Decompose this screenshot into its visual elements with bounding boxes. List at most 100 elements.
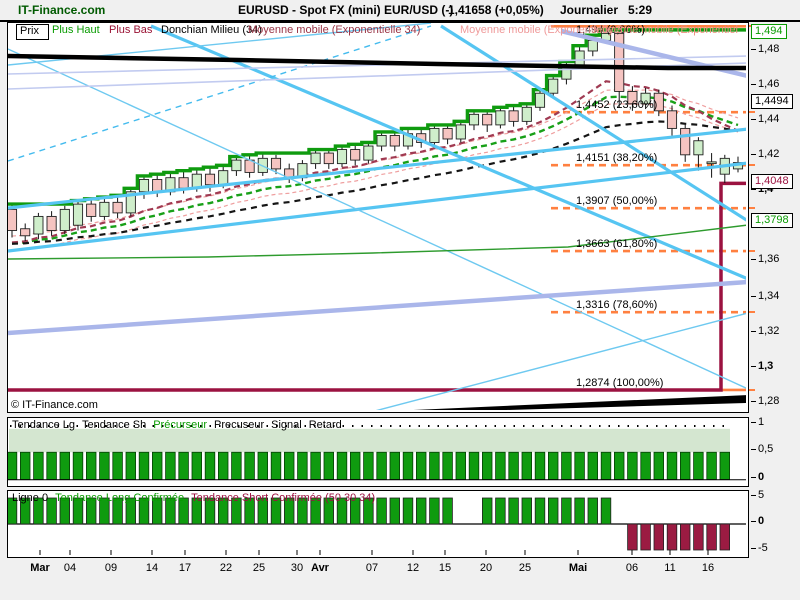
candle-body[interactable] <box>152 179 163 193</box>
trend-bar[interactable] <box>666 451 678 480</box>
trend-bar[interactable] <box>8 451 18 480</box>
brand-logo-text[interactable]: IT-Finance.com <box>18 3 106 17</box>
trend-bar[interactable] <box>495 451 506 480</box>
legend-item[interactable]: Tendance Sh <box>82 419 147 431</box>
time-axis[interactable]: Mar 04 09 14 17 22 25 30 Avr 07 12 15 20 25 Mai 06 11 16 <box>0 562 800 578</box>
candle-body[interactable] <box>138 179 150 193</box>
trend-bar[interactable] <box>231 451 242 480</box>
trend-line[interactable] <box>8 161 746 253</box>
legend-item[interactable]: Moyenne mobile (Exponentielle 34) <box>248 24 421 36</box>
trend-bar[interactable] <box>165 451 176 480</box>
legend-item[interactable]: Tendance Lg <box>12 419 75 431</box>
trend-bar[interactable] <box>508 451 519 480</box>
long-confirm-bar[interactable] <box>46 497 57 525</box>
annotation-line[interactable] <box>8 53 746 71</box>
long-confirm-bar[interactable] <box>33 497 44 525</box>
legend-item[interactable]: Signal <box>271 419 302 431</box>
long-confirm-bar[interactable] <box>521 497 533 525</box>
candle-body[interactable] <box>310 152 321 165</box>
long-confirm-bar[interactable] <box>125 497 137 525</box>
candle-body[interactable] <box>178 177 189 189</box>
candle-body[interactable] <box>640 92 651 105</box>
short-confirm-bar[interactable] <box>640 523 651 551</box>
candle-body[interactable] <box>389 135 400 147</box>
candle-body[interactable] <box>666 110 678 129</box>
long-confirm-bar[interactable] <box>178 497 189 525</box>
candle-body[interactable] <box>323 152 334 165</box>
trend-bar[interactable] <box>415 451 427 480</box>
trend-bar[interactable] <box>151 451 163 480</box>
long-confirm-bar[interactable] <box>59 497 71 525</box>
long-confirm-bar[interactable] <box>376 497 387 525</box>
candle-body[interactable] <box>59 208 70 231</box>
candle-body[interactable] <box>706 161 717 165</box>
legend-item[interactable]: Plus Haut <box>52 24 100 36</box>
candle-body[interactable] <box>587 39 598 52</box>
short-confirm-bar[interactable] <box>693 523 704 551</box>
candle-body[interactable] <box>231 159 242 172</box>
candle-body[interactable] <box>627 91 638 105</box>
trend-line[interactable] <box>8 279 746 336</box>
candle-body[interactable] <box>429 127 440 143</box>
legend-item[interactable]: Tendance Short Confirmée (50 30 34) <box>191 492 376 504</box>
candle-body[interactable] <box>455 124 466 140</box>
long-confirm-bar[interactable] <box>283 497 295 525</box>
long-confirm-bar[interactable] <box>429 497 440 525</box>
trend-bar[interactable] <box>521 451 533 480</box>
short-confirm-bar[interactable] <box>719 523 731 551</box>
trend-bar[interactable] <box>270 451 282 480</box>
candle-body[interactable] <box>363 145 374 161</box>
candle-body[interactable] <box>99 201 110 217</box>
candle-body[interactable] <box>482 113 493 126</box>
long-confirm-bar[interactable] <box>8 497 18 525</box>
trend-bar[interactable] <box>653 451 665 480</box>
trend-bar[interactable] <box>548 451 559 480</box>
long-confirm-bar[interactable] <box>508 497 519 525</box>
trend-bar[interactable] <box>587 451 599 480</box>
trend-bar[interactable] <box>46 451 57 480</box>
timeframe-label[interactable]: Journalier <box>560 3 619 17</box>
trend-bar[interactable] <box>125 451 137 480</box>
long-confirm-bar[interactable] <box>323 497 335 525</box>
long-confirm-bar[interactable] <box>548 497 559 525</box>
long-confirm-bar[interactable] <box>534 497 546 525</box>
long-confirm-bar[interactable] <box>561 497 572 525</box>
short-confirm-bar[interactable] <box>627 523 638 551</box>
candle-body[interactable] <box>204 173 216 186</box>
candle-body[interactable] <box>218 170 229 186</box>
trend-bar[interactable] <box>442 451 453 480</box>
trend-bar[interactable] <box>389 451 401 480</box>
trend-bar[interactable] <box>363 451 374 480</box>
long-confirm-bar[interactable] <box>349 497 361 525</box>
trend-bar[interactable] <box>244 451 255 480</box>
candle-body[interactable] <box>680 127 691 156</box>
candle-body[interactable] <box>442 127 453 140</box>
short-confirm-bar[interactable] <box>653 523 665 551</box>
legend-item[interactable]: Moyenne mobile (Exponentielle 3 <box>460 24 623 36</box>
annotation-line[interactable] <box>8 224 746 260</box>
long-confirm-bar[interactable] <box>402 497 414 525</box>
price-axis[interactable]: 1,48 1,46 1,44 1,42 1,4 1,36 1,34 1,32 1,3 1,28 1 0… <box>748 0 800 600</box>
legend-item[interactable]: Plus Bas <box>109 24 153 36</box>
trend-bar[interactable] <box>86 451 97 480</box>
trend-bar[interactable] <box>680 451 691 480</box>
candle-body[interactable] <box>521 106 532 122</box>
trend-bar[interactable] <box>468 451 480 480</box>
long-confirm-bar[interactable] <box>270 497 282 525</box>
candle-body[interactable] <box>86 203 97 217</box>
long-confirm-bar[interactable] <box>191 497 203 525</box>
long-confirm-bar[interactable] <box>415 497 427 525</box>
candle-body[interactable] <box>125 191 136 214</box>
candle-body[interactable] <box>468 113 480 126</box>
trend-bar[interactable] <box>574 451 585 480</box>
price-chart-canvas[interactable]: 1,494 (0,00%) 1,4452 (23,60%) 1,4151 (38,2… <box>8 23 746 410</box>
trend-bar[interactable] <box>19 451 31 480</box>
legend-item[interactable]: Prix <box>16 24 49 40</box>
candle-body[interactable] <box>693 140 704 156</box>
long-confirm-bar[interactable] <box>231 497 242 525</box>
trend-bar[interactable] <box>191 451 203 480</box>
candle-body[interactable] <box>548 78 559 94</box>
candle-body[interactable] <box>336 149 348 165</box>
trend-line[interactable] <box>8 25 432 162</box>
candle-body[interactable] <box>20 228 31 237</box>
